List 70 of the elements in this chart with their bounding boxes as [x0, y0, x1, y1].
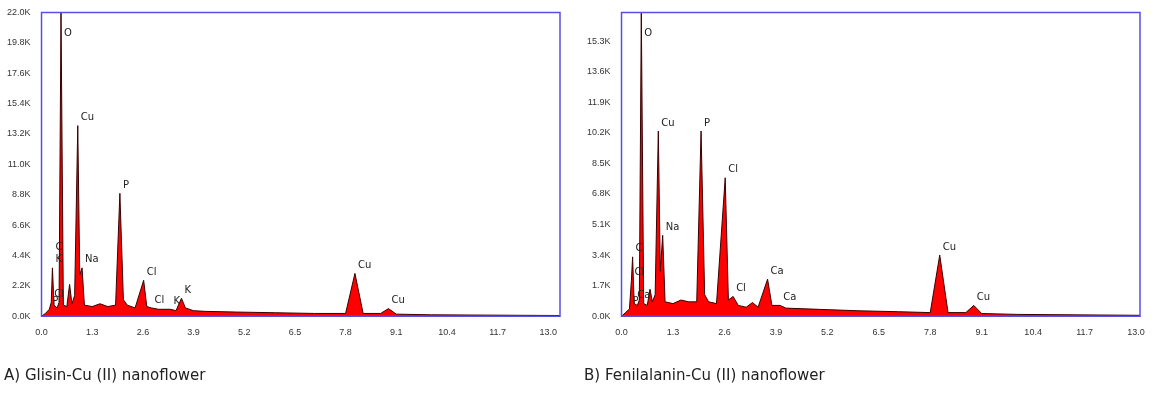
annotation: P: [632, 294, 639, 306]
annotation: O: [644, 26, 653, 38]
x-tick-label: 13.0: [1127, 327, 1145, 338]
x-tick-label: 11.7: [489, 327, 507, 338]
annotation: C: [55, 241, 63, 253]
x-tick-label: 1.3: [85, 327, 99, 338]
x-tick-label: 5.2: [821, 327, 834, 338]
y-tick-label: 15.4K: [6, 98, 31, 109]
text: B) Fenilalanin-Cu (II) nanoflower: [584, 365, 826, 384]
x-tick-label: 11.7: [1076, 327, 1094, 338]
annotation: P: [122, 178, 129, 190]
x-tick-label: 10.4: [1024, 327, 1042, 338]
annotation: Cu: [357, 258, 372, 270]
y-tick-label: 19.8K: [6, 37, 31, 48]
x-tick-label: 9.1: [390, 327, 403, 338]
annotation: Na: [665, 220, 680, 232]
x-tick-label: 3.9: [769, 327, 783, 338]
annotation: O: [64, 26, 73, 38]
y-tick-label: 8.8K: [12, 189, 31, 200]
x-tick-label: 2.6: [136, 327, 150, 338]
annotation: Cl: [154, 293, 165, 305]
y-tick-label: 2.2K: [12, 280, 31, 291]
x-tick-label: 6.5: [872, 327, 886, 338]
y-tick-label: 11.9K: [587, 96, 611, 107]
x-tick-label: 2.6: [718, 327, 731, 338]
annotation: Cu: [942, 240, 957, 252]
x-tick-label: 5.2: [237, 327, 251, 338]
x-tick-label: 7.8: [923, 327, 937, 338]
x-tick-label: 1.3: [666, 327, 680, 338]
annotation: Ca: [770, 264, 784, 276]
annotation: Cl: [728, 163, 738, 175]
annotation: Cl: [634, 265, 645, 277]
y-tick-label: 6.8K: [592, 188, 611, 199]
y-tick-label: 1.7K: [592, 280, 611, 291]
annotation: Cu: [976, 291, 991, 303]
annotation: Cu: [661, 116, 675, 128]
y-tick-label: 4.4K: [12, 249, 31, 260]
y-tick-label: 10.2K: [586, 127, 611, 138]
annotation: Cu: [80, 111, 95, 123]
annotation: P: [704, 116, 711, 128]
y-tick-label: 13.6K: [586, 66, 611, 77]
x-tick-label: 3.9: [187, 327, 200, 338]
y-tick-label: 17.6K: [6, 67, 31, 78]
annotation: K: [173, 294, 181, 306]
y-tick-label: 8.5K: [592, 157, 611, 168]
annotation: Cl: [146, 265, 157, 277]
y-tick-label: 13.2K: [6, 128, 31, 139]
y-tick-label: 0.0K: [12, 310, 31, 321]
x-tick-label: 10.4: [438, 327, 456, 338]
y-tick-label: 15.3K: [586, 35, 611, 46]
y-tick-label: 22.0K: [6, 6, 31, 17]
annotation: K: [55, 253, 63, 265]
x-tick-label: 0.0: [35, 327, 48, 338]
annotation: Cl: [736, 282, 746, 294]
y-tick-label: 5.1K: [592, 219, 611, 230]
x-tick-label: 7.8: [339, 327, 352, 338]
annotation: Na: [85, 253, 99, 265]
y-tick-label: 0.0K: [592, 310, 611, 321]
x-tick-label: 9.1: [975, 327, 988, 338]
x-tick-label: 6.5: [288, 327, 302, 338]
annotation: Ca: [783, 291, 797, 303]
annotation: K: [184, 283, 192, 295]
annotation: C: [635, 242, 643, 254]
y-tick-label: 3.4K: [592, 249, 611, 260]
x-tick-label: 0.0: [615, 327, 628, 338]
annotation: Cu: [391, 294, 405, 306]
text: A) Glisin-Cu (II) nanoflower: [4, 365, 207, 384]
y-tick-label: 6.6K: [12, 219, 31, 230]
x-tick-label: 13.0: [539, 327, 558, 338]
y-tick-label: 11.0K: [7, 158, 31, 169]
